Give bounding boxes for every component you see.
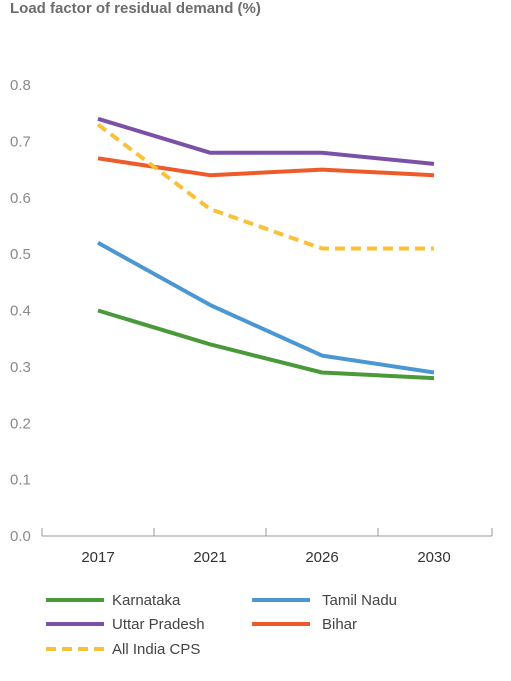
- x-tick-label: 2017: [81, 549, 114, 566]
- y-tick-label: 0.1: [10, 472, 31, 489]
- legend-label: Bihar: [322, 616, 357, 633]
- y-tick-label: 0.7: [10, 133, 31, 150]
- y-tick-label: 0.5: [10, 246, 31, 263]
- series-line-karnataka: [97, 308, 435, 381]
- legend-label: Tamil Nadu: [322, 592, 397, 609]
- x-tick-label: 2026: [305, 549, 338, 566]
- legend-label: All India CPS: [112, 641, 200, 658]
- y-tick-label: 0.3: [10, 359, 31, 376]
- series-line-all-india-cps: [96, 122, 434, 251]
- y-tick-label: 0.0: [10, 528, 31, 545]
- legend-label: Uttar Pradesh: [112, 616, 205, 633]
- series-lines: [96, 116, 435, 381]
- series-line-uttar-pradesh: [97, 116, 435, 166]
- y-tick-label: 0.4: [10, 303, 31, 320]
- x-axis: 2017 2021 2026 2030: [41, 528, 493, 566]
- series-line-tamil-nadu: [97, 241, 435, 375]
- chart-title: Load factor of residual demand (%): [10, 0, 261, 17]
- x-tick-label: 2021: [193, 549, 226, 566]
- y-tick-label: 0.6: [10, 190, 31, 207]
- y-tick-label: 0.8: [10, 77, 31, 94]
- y-axis: 0.0 0.1 0.2 0.3 0.4 0.5 0.6 0.7 0.8: [10, 77, 31, 545]
- legend: Karnataka Tamil Nadu Uttar Pradesh Bihar All…: [46, 592, 397, 658]
- legend-label: Karnataka: [112, 592, 181, 609]
- x-tick-label: 2030: [417, 549, 450, 566]
- y-tick-label: 0.2: [10, 415, 31, 432]
